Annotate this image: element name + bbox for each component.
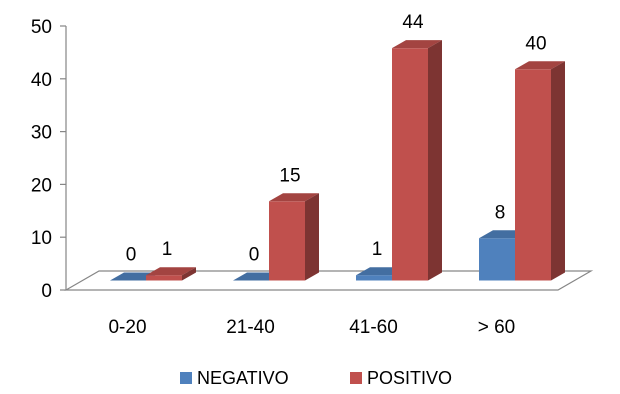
- bar-front: [515, 69, 551, 281]
- chart-axes: [63, 26, 594, 291]
- legend-swatch: [180, 372, 192, 384]
- y-tick-label: 10: [31, 228, 52, 249]
- data-label-negativo: 0: [249, 245, 260, 266]
- data-label-negativo: 0: [126, 245, 137, 266]
- bar-front: [392, 48, 428, 281]
- data-label-negativo: 1: [372, 239, 383, 260]
- bar-side: [305, 193, 319, 281]
- legend: NEGATIVO POSITIVO: [180, 368, 452, 388]
- x-category-label: 41-60: [349, 317, 398, 338]
- bar-positivo-3: [515, 61, 565, 281]
- bar-front: [356, 275, 392, 281]
- bar-side: [551, 61, 565, 281]
- y-axis-ticks: 0 10 20 30 40 50: [31, 17, 66, 302]
- bar-front: [269, 201, 305, 281]
- x-category-label: 21-40: [226, 317, 275, 338]
- bar-side: [182, 267, 196, 281]
- data-label-positivo: 44: [402, 12, 424, 33]
- y-tick-label: 40: [31, 70, 52, 91]
- y-tick-label: 0: [41, 281, 52, 302]
- data-label-positivo: 40: [525, 33, 546, 54]
- legend-item-positivo: POSITIVO: [350, 368, 452, 388]
- chart-floor: [63, 270, 594, 291]
- data-labels: 0 1 0 15 1 44 8 40: [126, 12, 547, 265]
- bar-top: [146, 267, 196, 276]
- bar-top: [269, 193, 319, 202]
- data-label-positivo: 15: [279, 165, 300, 186]
- x-category-label: 0-20: [108, 317, 146, 338]
- data-label-positivo: 1: [162, 239, 173, 260]
- legend-item-negativo: NEGATIVO: [180, 368, 289, 388]
- legend-label: NEGATIVO: [197, 368, 289, 388]
- bar-top: [392, 40, 442, 49]
- bar-front: [146, 275, 182, 281]
- y-tick-label: 20: [31, 175, 52, 196]
- bar-positivo-2: [392, 40, 442, 281]
- chart-bars: [110, 40, 565, 281]
- legend-label: POSITIVO: [367, 368, 452, 388]
- bar-front: [479, 238, 515, 281]
- x-axis-categories: 0-20 21-40 41-60 > 60: [108, 317, 515, 338]
- legend-swatch: [350, 372, 362, 384]
- x-category-label: > 60: [478, 317, 516, 338]
- data-label-negativo: 8: [495, 202, 506, 223]
- y-tick-label: 30: [31, 123, 52, 144]
- bar-positivo-0: [146, 267, 196, 281]
- bar-positivo-1: [269, 193, 319, 281]
- y-tick-label: 50: [31, 17, 52, 38]
- bar-side: [428, 40, 442, 281]
- bar-top: [515, 61, 565, 70]
